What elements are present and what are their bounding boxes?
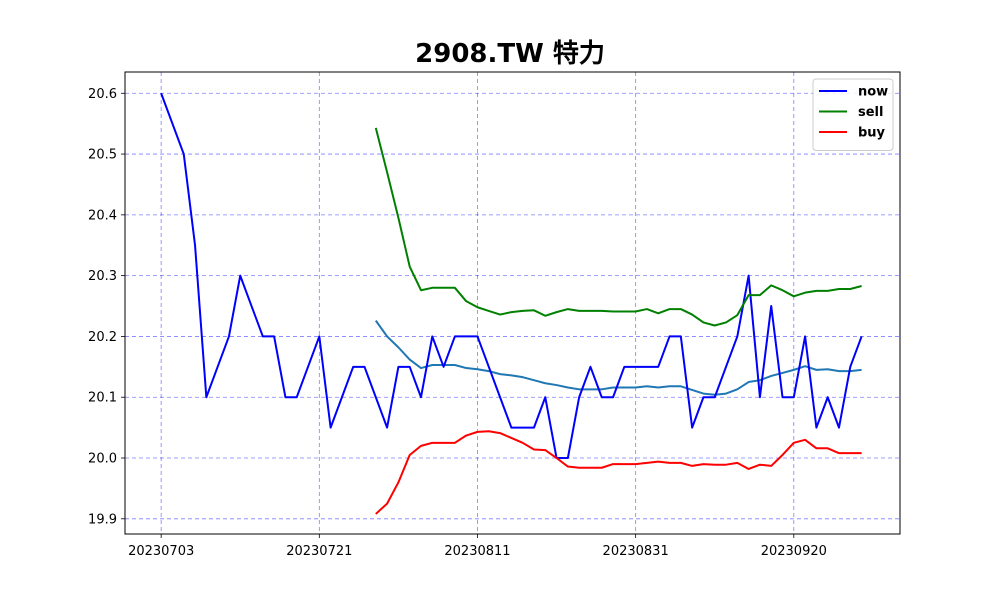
x-tick-label: 20230703: [128, 544, 194, 559]
x-tick-label: 20230721: [286, 544, 352, 559]
legend-label-now: now: [858, 85, 888, 100]
y-tick-label: 20.6: [88, 87, 117, 102]
y-tick-label: 19.9: [88, 512, 117, 527]
legend-label-buy: buy: [858, 126, 886, 141]
y-axis-ticks: 19.9 20.0 20.1 20.2 20.3 20.4 20.5 20.6: [88, 87, 125, 527]
chart-title: 2908.TW 特力: [415, 38, 605, 69]
y-tick-label: 20.5: [88, 148, 117, 163]
plot-area: [125, 72, 900, 534]
y-tick-label: 20.2: [88, 330, 117, 345]
x-tick-label: 20230920: [761, 544, 827, 559]
series-sell-line: [374, 127, 862, 327]
series-lines: [160, 92, 863, 515]
series-average-line: [374, 320, 862, 396]
series-buy-line: [375, 430, 862, 515]
y-tick-label: 20.0: [88, 452, 117, 467]
y-tick-label: 20.4: [88, 208, 117, 223]
plot-border: [124, 71, 901, 535]
grid-lines: [125, 72, 900, 534]
y-tick-label: 20.3: [88, 269, 117, 284]
legend-label-sell: sell: [858, 105, 883, 120]
series-now-line: [160, 92, 863, 460]
legend: now sell buy: [812, 78, 894, 151]
x-tick-label: 20230831: [603, 544, 669, 559]
x-axis-ticks: 20230703 20230721 20230811 20230831 20230920: [128, 534, 827, 559]
x-tick-label: 20230811: [444, 544, 510, 559]
y-tick-label: 20.1: [88, 391, 117, 406]
